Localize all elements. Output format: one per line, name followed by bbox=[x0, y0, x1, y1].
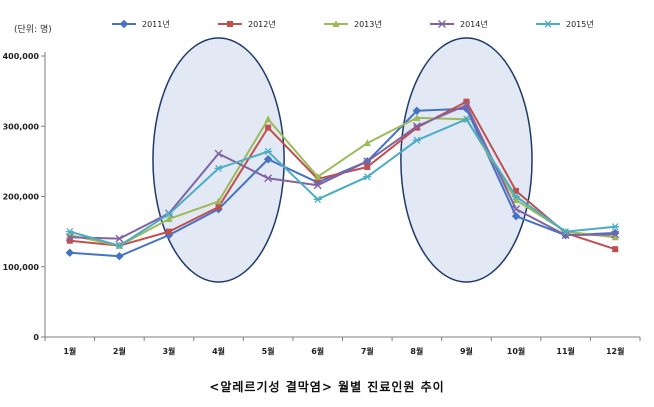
legend-label: 2013년 bbox=[354, 19, 382, 29]
y-tick-label: 100,000 bbox=[3, 263, 40, 272]
legend-item: 2011년 bbox=[112, 19, 170, 29]
data-point bbox=[164, 210, 173, 218]
data-point bbox=[364, 163, 371, 170]
axes: 0 100,000 200,000 300,000 400,000 1월 2월 3월 4월 5월 6… bbox=[3, 52, 641, 356]
data-point bbox=[512, 205, 521, 214]
x-tick-label: 8월 bbox=[410, 346, 423, 356]
data-point bbox=[264, 147, 273, 156]
x-tick-label: 5월 bbox=[262, 346, 275, 356]
data-point bbox=[412, 136, 421, 144]
unit-label: (단위: 명) bbox=[14, 24, 52, 35]
data-point bbox=[214, 164, 223, 173]
legend-item: 2012년 bbox=[218, 19, 276, 29]
data-point bbox=[513, 187, 520, 194]
data-point bbox=[115, 242, 124, 250]
series-layer bbox=[65, 98, 620, 261]
legend-marker bbox=[544, 20, 552, 28]
legend-label: 2011년 bbox=[142, 19, 170, 29]
x-tick-label: 3월 bbox=[162, 346, 175, 356]
legend-marker bbox=[332, 20, 340, 27]
data-point bbox=[611, 230, 620, 239]
chart-caption: <알레르기성 결막염> 월별 진료인원 추이 bbox=[209, 380, 445, 394]
series-2013년 bbox=[66, 114, 619, 249]
data-point bbox=[313, 181, 322, 190]
data-point bbox=[214, 197, 223, 205]
legend-item: 2014년 bbox=[430, 19, 488, 29]
data-point bbox=[115, 252, 124, 261]
data-point bbox=[214, 149, 223, 158]
y-tick-label: 200,000 bbox=[3, 193, 40, 202]
series-2014년 bbox=[65, 101, 620, 243]
y-tick-label: 0 bbox=[33, 333, 39, 342]
data-point bbox=[313, 195, 322, 203]
data-point bbox=[512, 192, 521, 201]
data-point bbox=[65, 227, 74, 236]
data-point bbox=[611, 223, 620, 231]
x-tick-label: 9월 bbox=[460, 346, 473, 356]
y-tick-label: 300,000 bbox=[3, 122, 40, 131]
data-point bbox=[165, 215, 173, 222]
chart: (단위: 명) 0 100,000 200,000 300,000 400,000 1월 2… bbox=[3, 19, 641, 356]
legend-marker bbox=[119, 19, 129, 29]
data-point bbox=[215, 204, 222, 211]
x-tick-label: 6월 bbox=[311, 346, 324, 356]
highlight-ellipse-2 bbox=[400, 37, 533, 283]
highlight-layer bbox=[152, 37, 533, 283]
series-2015년 bbox=[65, 115, 620, 250]
legend-item: 2015년 bbox=[536, 19, 594, 29]
highlight-ellipse-1 bbox=[152, 37, 285, 283]
data-point bbox=[363, 139, 371, 147]
data-point bbox=[462, 115, 471, 123]
legend-marker bbox=[227, 21, 233, 27]
series-line bbox=[69, 118, 616, 247]
series-line bbox=[69, 116, 616, 247]
data-point bbox=[265, 124, 272, 131]
data-point bbox=[165, 228, 172, 235]
series-line bbox=[69, 100, 616, 251]
data-point bbox=[413, 124, 420, 131]
legend-label: 2014년 bbox=[460, 19, 488, 29]
data-point bbox=[561, 231, 570, 240]
x-tick-label: 2월 bbox=[113, 346, 126, 356]
data-point bbox=[612, 246, 619, 253]
series-line bbox=[69, 107, 616, 258]
data-point bbox=[363, 173, 372, 181]
data-point bbox=[264, 174, 273, 183]
x-tick-label: 7월 bbox=[361, 346, 374, 356]
data-point bbox=[264, 115, 272, 123]
data-point bbox=[512, 196, 520, 204]
x-tick-label: 12월 bbox=[606, 346, 625, 356]
data-point bbox=[611, 233, 619, 241]
series-line bbox=[69, 104, 616, 240]
legend-marker bbox=[438, 20, 446, 28]
data-point bbox=[314, 173, 322, 180]
x-tick-label: 1월 bbox=[63, 346, 76, 356]
data-point bbox=[363, 157, 372, 166]
legend-label: 2012년 bbox=[248, 19, 276, 29]
y-tick-label: 400,000 bbox=[3, 52, 40, 61]
data-point bbox=[412, 122, 421, 131]
legend: 2011년 2012년 2013년 2014년 2015년 bbox=[112, 19, 594, 29]
data-point bbox=[511, 211, 521, 221]
data-point bbox=[263, 155, 273, 164]
data-point bbox=[561, 227, 570, 236]
x-tick-label: 11월 bbox=[556, 346, 575, 356]
x-tick-label: 10월 bbox=[507, 346, 526, 356]
x-tick-label: 4월 bbox=[212, 346, 225, 356]
legend-label: 2015년 bbox=[566, 19, 594, 29]
legend-item: 2013년 bbox=[324, 19, 382, 29]
data-point bbox=[65, 248, 74, 257]
data-point bbox=[463, 98, 470, 105]
data-point bbox=[462, 101, 471, 110]
data-point bbox=[66, 237, 73, 244]
data-point bbox=[413, 114, 421, 121]
data-point bbox=[115, 234, 124, 243]
